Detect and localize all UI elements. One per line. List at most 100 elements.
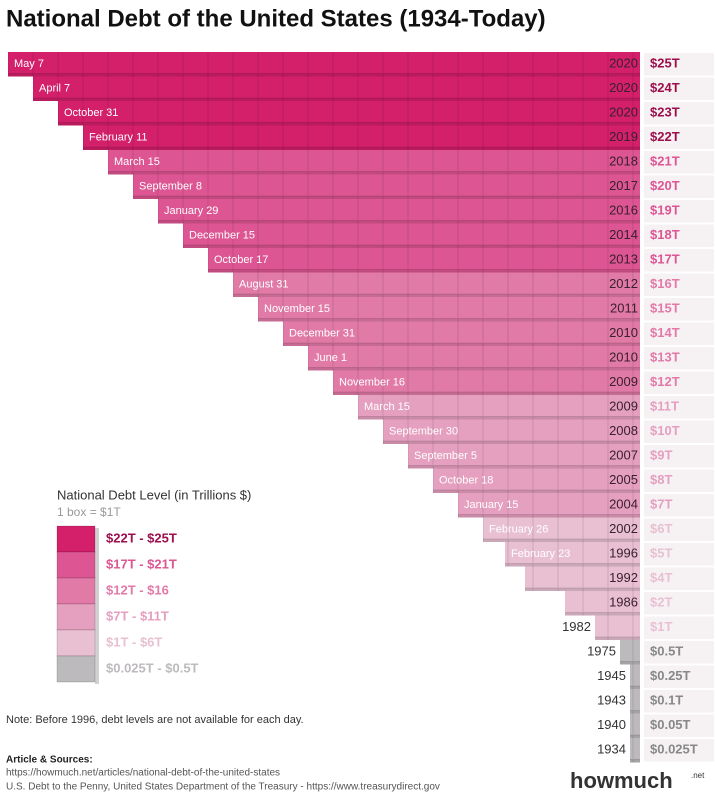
row-amount: $19T	[650, 203, 680, 218]
row-shadow	[408, 465, 640, 469]
row-shadow	[133, 196, 640, 199]
legend-swatch-side	[95, 580, 99, 606]
row-cells	[525, 566, 640, 591]
row-year: 2011	[610, 301, 638, 316]
row-cells	[630, 713, 640, 738]
row-amount: $6T	[650, 521, 672, 536]
row-year: 2008	[609, 423, 638, 438]
amount-cell	[644, 518, 714, 541]
amount-cell	[644, 126, 714, 149]
legend-label: $7T - $11T	[106, 608, 169, 623]
row-year: 1934	[597, 742, 626, 757]
row-cells	[83, 125, 640, 150]
row-cells	[383, 419, 640, 444]
row-cells	[208, 248, 640, 273]
row-cells	[283, 321, 640, 346]
amount-cell	[644, 77, 714, 100]
amount-cell	[644, 445, 714, 468]
amount-cell	[644, 494, 714, 517]
row-date: October 31	[64, 107, 118, 119]
legend: National Debt Level (in Trillions $) 1 b…	[56, 487, 251, 684]
row-year: 1996	[609, 546, 638, 561]
row-shadow	[595, 637, 640, 640]
amount-cell	[644, 371, 714, 394]
row-amount: $13T	[650, 350, 680, 365]
amount-cell	[644, 592, 714, 615]
row-shadow	[525, 588, 640, 591]
amount-cell	[644, 616, 714, 639]
row-shadow	[308, 367, 640, 371]
row-year: 1992	[609, 570, 638, 585]
row-cells	[630, 664, 640, 689]
row-year: 2014	[609, 227, 638, 242]
row-cells	[630, 689, 640, 714]
title: National Debt of the United States (1934…	[6, 5, 546, 32]
row-amount: $1T	[650, 619, 672, 634]
row-shadow	[108, 171, 640, 175]
amount-cell	[644, 200, 714, 223]
legend-label: $1T - $6T	[106, 634, 162, 649]
row-amount: $14T	[650, 325, 680, 340]
row-date: June 1	[314, 352, 347, 364]
amount-cell	[644, 151, 714, 174]
amount-cell	[644, 469, 714, 492]
row-date: February 11	[89, 132, 148, 144]
row-year: 2018	[609, 154, 638, 169]
source-line: U.S. Debt to the Penny, United States De…	[6, 782, 440, 793]
row-shadow	[630, 710, 640, 714]
row-date: May 7	[14, 58, 44, 70]
row-cells	[158, 199, 640, 224]
row-year: 2010	[609, 350, 638, 365]
legend-swatch-side	[95, 632, 99, 658]
amount-cell	[644, 690, 714, 713]
row-cells	[183, 223, 640, 248]
amount-cell	[644, 298, 714, 321]
legend-subtitle: 1 box = $1T	[57, 505, 121, 519]
row-shadow	[183, 245, 640, 248]
row-date: September 30	[389, 426, 458, 438]
amount-cell	[644, 420, 714, 443]
row-cells	[620, 640, 640, 665]
row-amount: $11T	[650, 399, 679, 414]
row-amount: $15T	[650, 301, 680, 316]
row-amount: $0.25T	[650, 668, 691, 683]
amount-cell	[644, 641, 714, 664]
legend-title: National Debt Level (in Trillions $)	[57, 487, 251, 502]
row-shadow	[630, 759, 640, 763]
row-amount: $4T	[650, 570, 672, 585]
row-cells	[595, 615, 640, 640]
row-date: November 15	[264, 303, 330, 315]
amount-cell	[644, 567, 714, 590]
legend-swatch	[56, 551, 96, 579]
row-year: 2002	[609, 521, 638, 536]
amount-cell	[644, 224, 714, 247]
row-year: 1940	[597, 717, 626, 732]
row-date: March 15	[364, 401, 410, 413]
row-amount: $23T	[650, 105, 680, 120]
row-amount: $10T	[650, 423, 680, 438]
row-amount: $0.025T	[650, 742, 698, 757]
row-cells	[408, 444, 640, 469]
row-year: 1986	[609, 595, 638, 610]
row-date: December 31	[289, 328, 355, 340]
row-date: October 17	[214, 254, 268, 266]
row-shadow	[483, 539, 640, 542]
row-year: 1945	[597, 668, 626, 683]
row-date: August 31	[239, 279, 289, 291]
amount-cell	[644, 714, 714, 737]
row-shadow	[630, 735, 640, 738]
amount-cell	[644, 396, 714, 419]
legend-swatch	[56, 655, 96, 683]
row-amount: $0.05T	[650, 717, 691, 732]
row-shadow	[283, 343, 640, 346]
row-amount: $20T	[650, 178, 680, 193]
row-amount: $22T	[650, 129, 680, 144]
row-cells	[433, 468, 640, 493]
amount-cell	[644, 175, 714, 198]
row-amount: $9T	[650, 448, 672, 463]
row-date: December 15	[189, 230, 255, 242]
row-shadow	[458, 514, 640, 518]
legend-swatch-side	[95, 528, 99, 554]
amount-cell	[644, 665, 714, 688]
